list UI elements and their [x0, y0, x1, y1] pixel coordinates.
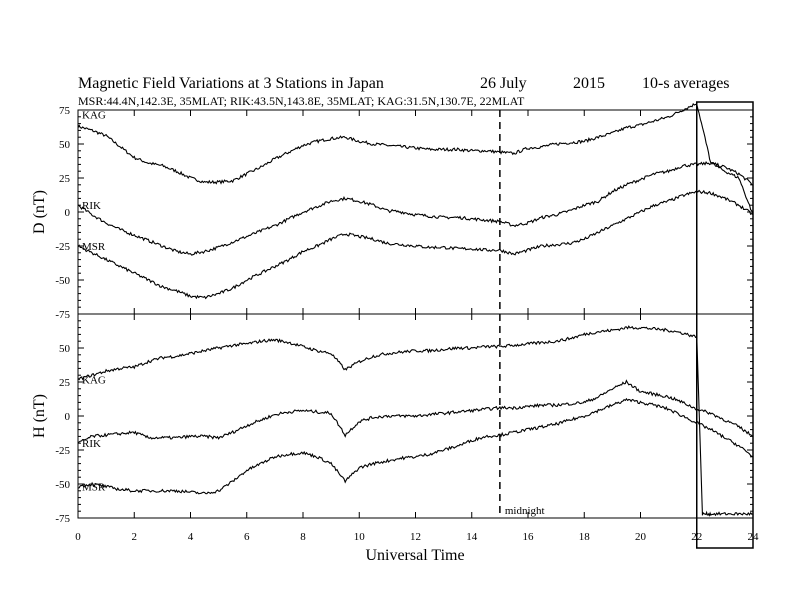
- x-tick-label: 14: [466, 531, 478, 543]
- y-tick-label: -75: [55, 309, 70, 321]
- series-line-msr: [77, 189, 754, 300]
- panel-d: 75 50 25 0 -25 -50 -75 D (nT) KAG RIK MSR: [31, 102, 754, 321]
- x-tick-label: 20: [635, 531, 647, 543]
- series-line-msr: [77, 397, 754, 495]
- chart-year: 2015: [573, 75, 605, 92]
- series-label-rik: RIK: [82, 438, 101, 450]
- panel-h: 50 25 0 -25 -50 -75 H (nT) KAG RIK MSR: [31, 313, 754, 525]
- x-tick-label: 4: [188, 531, 194, 543]
- y-axis-title: D (nT): [31, 190, 48, 234]
- chart-title: Magnetic Field Variations at 3 Stations …: [78, 75, 384, 92]
- y-tick-label: -50: [55, 479, 70, 491]
- chart-averaging: 10-s averages: [642, 75, 730, 92]
- y-tick-label: 25: [59, 377, 71, 389]
- series-label-msr: MSR: [82, 482, 106, 494]
- series-label-rik: RIK: [82, 200, 101, 212]
- x-tick-label: 18: [579, 531, 591, 543]
- x-tick-label: 6: [244, 531, 250, 543]
- x-tick-label: 10: [354, 531, 366, 543]
- panel-frame: [77, 109, 754, 315]
- y-tick-label: 0: [65, 207, 71, 219]
- y-tick-label: 25: [59, 173, 71, 185]
- series-line-rik: [77, 161, 754, 256]
- x-axis-title: Universal Time: [365, 547, 464, 564]
- y-tick-label: -25: [55, 445, 70, 457]
- series-line-kag: [77, 102, 754, 186]
- y-tick-label: -75: [55, 513, 70, 525]
- x-tick-label: 0: [75, 531, 81, 543]
- y-tick-label: 0: [65, 411, 71, 423]
- x-tick-label: 16: [523, 531, 535, 543]
- x-tick-label: 12: [410, 531, 421, 543]
- y-tick-label: -50: [55, 275, 70, 287]
- series-label-kag: KAG: [82, 374, 106, 386]
- y-tick-label: 50: [59, 139, 71, 151]
- y-tick-label: 50: [59, 343, 71, 355]
- series-line-kag: [77, 325, 754, 517]
- x-tick-label: 2: [132, 531, 138, 543]
- x-axis: 0 2 4 6 8 10 12 14 16 18 20 22 24: [75, 531, 759, 543]
- series-label-kag: KAG: [82, 109, 106, 121]
- y-axis-title: H (nT): [31, 394, 48, 438]
- chart-date: 26 July: [480, 75, 527, 92]
- midnight-annotation: midnight: [505, 505, 545, 517]
- x-tick-label: 8: [300, 531, 306, 543]
- y-tick-label: 75: [59, 105, 71, 117]
- y-tick-label: -25: [55, 241, 70, 253]
- series-line-rik: [77, 379, 754, 444]
- highlight-box: [696, 101, 754, 549]
- series-label-msr: MSR: [82, 241, 106, 253]
- chart-subtitle: MSR:44.4N,142.3E, 35MLAT; RIK:43.5N,143.…: [78, 94, 525, 108]
